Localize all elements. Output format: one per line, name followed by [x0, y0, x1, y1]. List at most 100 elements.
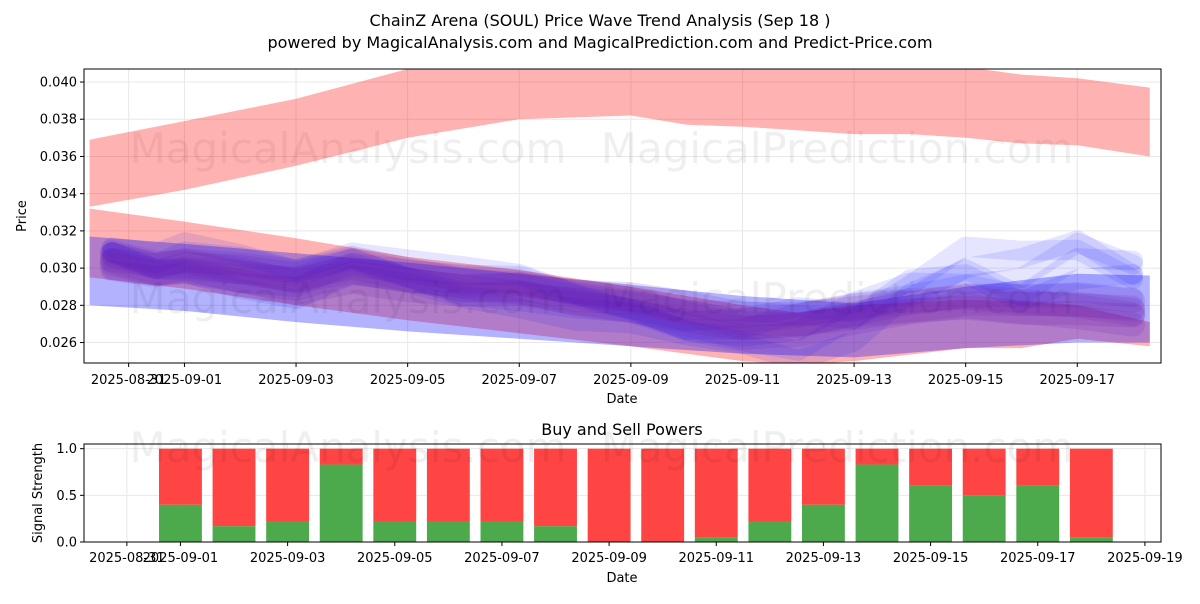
price-grid: [84, 69, 1161, 363]
powers-x-tick-label: 2025-09-07: [464, 551, 540, 566]
price-y-tick-label: 0.036: [40, 150, 77, 165]
buy-bar: [1069, 537, 1113, 542]
price-waves: [99, 230, 1146, 363]
buy-bar: [909, 485, 953, 542]
powers-x-tick-label: 2025-09-13: [786, 551, 862, 566]
purple-wave-line: [99, 247, 1146, 340]
watermark-prediction-mid: MagicalPrediction.com: [601, 274, 1074, 323]
sell-bar: [748, 448, 792, 522]
price-y-label: Price: [15, 200, 30, 232]
sell-bar: [319, 448, 363, 465]
buy-bar: [748, 521, 792, 542]
powers-y-tick-label: 1.0: [56, 442, 77, 457]
price-x-tick-label: 2025-09-13: [816, 373, 892, 388]
powers-y-axis: 0.0 0.5 1.0: [56, 442, 84, 551]
price-bands: [89, 69, 1150, 363]
sell-bar: [266, 448, 310, 522]
buy-bar: [480, 521, 524, 542]
buy-bar: [426, 521, 470, 542]
price-y-axis: 0.026 0.028 0.030 0.032 0.034 0.036 0.038 0.040: [40, 76, 84, 351]
buy-bar: [855, 464, 899, 542]
sell-bar: [962, 448, 1006, 496]
purple-wave-line: [99, 256, 1146, 350]
sell-bar: [694, 448, 738, 538]
chart-title: ChainZ Arena (SOUL) Price Wave Trend Ana…: [370, 11, 831, 30]
purple-wave-line: [99, 249, 1146, 341]
buy-bar: [212, 526, 256, 542]
price-y-tick-label: 0.028: [40, 299, 77, 314]
price-x-tick-label: 2025-09-03: [258, 373, 334, 388]
powers-x-tick-label: 2025-09-09: [571, 551, 647, 566]
blue-wave-line: [101, 232, 1144, 330]
watermark-analysis-top: MagicalAnalysis.com: [130, 124, 567, 173]
chart-subtitle: powered by MagicalAnalysis.com and Magic…: [267, 33, 932, 52]
sell-bar: [373, 448, 417, 522]
powers-x-tick-label: 2025-09-03: [250, 551, 326, 566]
sell-bar: [480, 448, 524, 522]
powers-y-tick-label: 0.5: [56, 489, 77, 504]
powers-x-label: Date: [606, 571, 637, 586]
price-y-tick-label: 0.034: [40, 187, 77, 202]
powers-plot-frame: [83, 443, 1162, 543]
powers-x-tick-label: 2025-09-15: [893, 551, 969, 566]
blue-wave-line: [101, 241, 1144, 347]
sell-bar: [587, 448, 631, 542]
price-plot-frame: [83, 68, 1162, 364]
price-y-tick-label: 0.026: [40, 336, 77, 351]
sell-bar: [534, 448, 577, 527]
price-band-lower-red: [89, 208, 1150, 363]
purple-wave-line: [99, 242, 1146, 327]
powers-x-tick-label: 2025-08-31: [89, 551, 165, 566]
sell-bar: [426, 448, 470, 522]
buy-bar: [373, 521, 417, 542]
price-y-tick-label: 0.040: [40, 76, 77, 91]
powers-x-tick-label: 2025-09-01: [143, 551, 219, 566]
price-x-label: Date: [606, 392, 637, 407]
watermark-analysis-bottom: MagicalAnalysis.com: [130, 423, 567, 472]
powers-x-tick-label: 2025-09-19: [1107, 551, 1183, 566]
watermark-analysis-mid: MagicalAnalysis.com: [130, 274, 567, 323]
powers-x-tick-label: 2025-09-05: [357, 551, 433, 566]
purple-wave-line: [99, 251, 1146, 337]
buy-bar: [534, 526, 577, 542]
sell-bar: [159, 448, 202, 505]
blue-wave-line: [101, 247, 1144, 361]
sell-bar: [1069, 448, 1113, 538]
purple-wave-line: [99, 239, 1146, 333]
buy-bar: [319, 464, 363, 542]
powers-x-tick-label: 2025-09-11: [678, 551, 754, 566]
powers-y-label: Signal Strength: [31, 443, 46, 543]
blue-wave-line: [101, 232, 1144, 340]
sell-bar: [909, 448, 953, 486]
price-x-tick-label: 2025-09-07: [481, 373, 557, 388]
sell-bar: [855, 448, 899, 465]
buy-bar: [802, 504, 845, 542]
price-x-tick-label: 2025-09-09: [593, 373, 669, 388]
watermark-prediction-bottom: MagicalPrediction.com: [601, 423, 1074, 472]
sell-bar: [802, 448, 845, 505]
price-y-tick-label: 0.032: [40, 224, 77, 239]
price-band-upper-red: [89, 69, 1150, 207]
powers-x-tick-label: 2025-09-17: [1000, 551, 1076, 566]
buy-bar: [159, 504, 202, 542]
sell-bar: [212, 448, 256, 527]
price-x-tick-label: 2025-09-15: [928, 373, 1004, 388]
sell-bar: [641, 448, 685, 542]
blue-wave-line: [101, 259, 1144, 363]
price-band-blue: [89, 236, 1150, 358]
price-x-tick-label: 2025-09-11: [705, 373, 781, 388]
price-y-tick-label: 0.030: [40, 262, 77, 277]
watermark-prediction-top: MagicalPrediction.com: [601, 124, 1074, 173]
price-x-tick-label: 2025-09-05: [370, 373, 446, 388]
powers-title: Buy and Sell Powers: [541, 420, 703, 439]
price-x-tick-label: 2025-09-01: [147, 373, 223, 388]
buy-bar: [962, 495, 1006, 542]
price-y-tick-label: 0.038: [40, 113, 77, 128]
price-x-tick-label: 2025-08-31: [91, 373, 167, 388]
sell-bar: [1016, 448, 1060, 486]
buy-bar: [1016, 485, 1060, 542]
